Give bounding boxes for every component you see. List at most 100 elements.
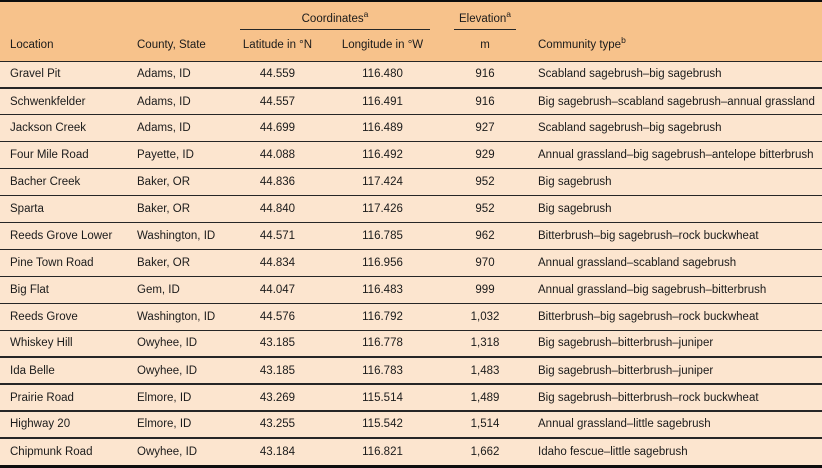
cell-elevation: 1,032 (470, 310, 500, 323)
cell-location: Ida Belle (10, 364, 55, 377)
table-row: Gravel Pit Adams, ID 44.559 116.480 916 Scabl… (0, 61, 822, 88)
cell-longitude: 116.956 (362, 256, 403, 269)
coordinates-label: Coordinates (301, 13, 364, 25)
header-spacer (127, 2, 230, 30)
cell-latitude: 43.185 (259, 337, 296, 350)
cell-county-state: Washington, ID (137, 229, 216, 242)
coordinates-footnote-mark: a (363, 9, 369, 20)
cell-location: Big Flat (10, 283, 49, 296)
table-row: Reeds Grove Lower Washington, ID 44.571 116… (0, 222, 822, 250)
cell-latitude: 44.576 (259, 310, 296, 323)
column-header-longitude: Longitude in °W (325, 30, 440, 62)
cell-location: Gravel Pit (10, 68, 61, 81)
table-row: Chipmunk Road Owyhee, ID 43.184 116.821 1,66… (0, 437, 822, 465)
cell-longitude: 116.821 (362, 445, 403, 458)
cell-elevation: 1,489 (470, 391, 500, 404)
cell-location: Reeds Grove (10, 310, 78, 323)
cell-latitude: 44.836 (259, 176, 296, 189)
cell-location: Whiskey Hill (10, 337, 73, 350)
cell-county-state: Owyhee, ID (137, 364, 198, 377)
cell-county-state: Adams, ID (137, 95, 191, 108)
cell-county-state: Baker, OR (137, 176, 191, 189)
cell-county-state: Adams, ID (137, 122, 191, 135)
column-header-elevation-unit: m (440, 30, 530, 62)
cell-community: Annual grassland–little sagebrush (538, 418, 711, 431)
cell-community: Annual grassland–scabland sagebrush (538, 256, 737, 269)
column-header-community-type: Community typeb (530, 30, 822, 62)
cell-latitude: 44.699 (259, 122, 296, 135)
community-footnote-mark: b (621, 35, 626, 46)
cell-longitude: 117.426 (362, 203, 403, 216)
cell-community: Big sagebrush (538, 176, 612, 189)
table-body: Gravel Pit Adams, ID 44.559 116.480 916 Scabl… (0, 61, 822, 465)
cell-elevation: 970 (475, 256, 495, 269)
cell-latitude: 43.185 (259, 364, 296, 377)
cell-location: Highway 20 (10, 418, 71, 431)
cell-location: Jackson Creek (10, 122, 87, 135)
cell-longitude: 116.480 (362, 68, 403, 81)
spanner-header-row: Coordinatesa Elevationa (0, 2, 822, 30)
cell-community: Big sagebrush (538, 203, 612, 216)
cell-county-state: Elmore, ID (137, 418, 192, 431)
cell-longitude: 116.492 (362, 149, 403, 162)
column-header-county-state: County, State (127, 30, 230, 62)
cell-community: Big sagebrush–bitterbrush–juniper (538, 337, 714, 350)
cell-longitude: 116.491 (362, 95, 403, 108)
cell-elevation: 952 (475, 176, 495, 189)
cell-latitude: 44.840 (259, 203, 296, 216)
cell-longitude: 116.792 (362, 310, 403, 323)
cell-county-state: Adams, ID (137, 68, 191, 81)
cell-location: Reeds Grove Lower (10, 229, 113, 242)
cell-elevation: 1,662 (470, 445, 500, 458)
cell-latitude: 44.557 (259, 95, 296, 108)
cell-county-state: Owyhee, ID (137, 337, 198, 350)
cell-longitude: 116.783 (362, 364, 403, 377)
column-header-location: Location (0, 30, 127, 62)
table-row: Pine Town Road Baker, OR 44.834 116.956 970 A… (0, 249, 822, 276)
cell-county-state: Payette, ID (137, 149, 194, 162)
cell-county-state: Owyhee, ID (137, 445, 198, 458)
cell-county-state: Baker, OR (137, 256, 191, 269)
cell-community: Bitterbrush–big sagebrush–rock buckwheat (538, 310, 759, 323)
elevation-spanner: Elevationa (440, 2, 530, 30)
cell-community: Annual grassland–big sagebrush–antelope … (538, 149, 814, 162)
cell-elevation: 1,483 (470, 364, 500, 377)
column-header-latitude: Latitude in °N (230, 30, 325, 62)
cell-longitude: 116.489 (362, 122, 403, 135)
header-spacer (530, 2, 822, 30)
cell-latitude: 43.269 (259, 391, 296, 404)
cell-elevation: 916 (475, 95, 495, 108)
cell-latitude: 43.184 (259, 445, 296, 458)
table-header: Coordinatesa Elevationa Location County,… (0, 2, 822, 62)
cell-community: Scabland sagebrush–big sagebrush (538, 68, 722, 81)
cell-latitude: 43.255 (259, 418, 296, 431)
cell-latitude: 44.088 (259, 149, 296, 162)
cell-longitude: 116.785 (362, 229, 403, 242)
cell-location: Pine Town Road (10, 256, 94, 269)
header-spacer (0, 2, 127, 30)
cell-elevation: 916 (475, 68, 495, 81)
column-header-row: Location County, State Latitude in °N Lo… (0, 30, 822, 62)
cell-elevation: 927 (475, 122, 495, 135)
cell-county-state: Gem, ID (137, 283, 180, 296)
table-row: Big Flat Gem, ID 44.047 116.483 999 Annual gr… (0, 276, 822, 303)
cell-latitude: 44.559 (259, 68, 296, 81)
cell-elevation: 999 (475, 283, 495, 296)
table-row: Schwenkfelder Adams, ID 44.557 116.491 916 Bi… (0, 87, 822, 115)
table-row: Four Mile Road Payette, ID 44.088 116.492 92… (0, 141, 822, 169)
coordinates-spanner: Coordinatesa (230, 2, 440, 30)
cell-longitude: 115.514 (362, 391, 403, 404)
cell-community: Bitterbrush–big sagebrush–rock buckwheat (538, 229, 759, 242)
cell-community: Big sagebrush–bitterbrush–juniper (538, 364, 714, 377)
table-row: Whiskey Hill Owyhee, ID 43.185 116.778 1,318… (0, 330, 822, 357)
cell-elevation: 1,318 (470, 337, 500, 350)
cell-location: Schwenkfelder (10, 95, 86, 108)
cell-longitude: 116.483 (362, 283, 403, 296)
cell-county-state: Elmore, ID (137, 391, 192, 404)
cell-county-state: Washington, ID (137, 310, 216, 323)
table-row: Highway 20 Elmore, ID 43.255 115.542 1,514 An… (0, 410, 822, 438)
cell-location: Prairie Road (10, 391, 74, 404)
cell-longitude: 116.778 (362, 337, 403, 350)
cell-location: Bacher Creek (10, 176, 81, 189)
